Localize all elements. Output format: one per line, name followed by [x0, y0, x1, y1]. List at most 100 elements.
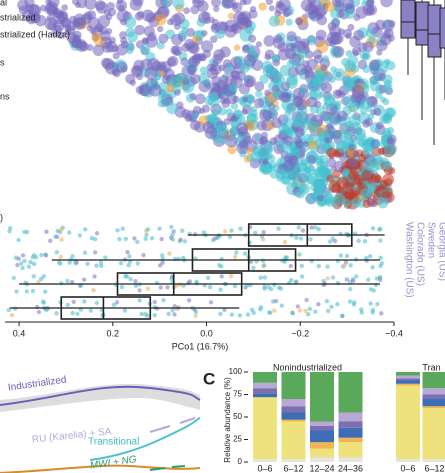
point [336, 110, 348, 122]
bar-segment [310, 372, 334, 422]
jitter-point [127, 254, 132, 259]
x-axis-label: PCo1 (16.7%) [172, 341, 229, 351]
point [181, 43, 191, 52]
bar-segment [422, 372, 445, 389]
jitter-point [242, 251, 248, 256]
jitter-point [111, 302, 117, 308]
bar-segment [338, 437, 363, 443]
jitter-point [119, 284, 125, 290]
point [323, 113, 334, 124]
jitter-point [229, 228, 234, 233]
jitter-point [298, 236, 304, 241]
panel-b: 0.4 0.2 0.0 −0.2 −0.4 PCo1 (16.7%) Washington … [5, 222, 445, 351]
jitter-point [24, 229, 30, 235]
point [361, 170, 372, 181]
point [208, 91, 219, 102]
bar-segment [253, 459, 277, 462]
jitter-point [31, 261, 37, 267]
point [314, 155, 324, 164]
point [271, 117, 282, 129]
point [86, 43, 94, 52]
group-label: Washington (US) [403, 222, 414, 298]
point [345, 49, 353, 57]
jitter-point [272, 308, 277, 313]
jitter-point [351, 302, 357, 307]
box [60, 296, 152, 320]
jitter-point [377, 277, 383, 283]
point [274, 9, 281, 17]
point [158, 33, 169, 44]
point [286, 73, 299, 86]
bar-segment [310, 430, 334, 443]
point [105, 41, 118, 53]
jitter-point [192, 232, 198, 237]
point [219, 97, 227, 104]
jitter-point [48, 238, 53, 244]
jitter-point [122, 308, 128, 313]
jitter-point [316, 263, 322, 269]
point [316, 194, 324, 202]
bar-segment [281, 406, 306, 413]
point [329, 24, 342, 38]
panel-c: Nonindustrialized Tran 0–6 6–12 12–24 24–36 0–… [223, 362, 445, 473]
jitter-point [288, 263, 293, 269]
jitter-point [135, 239, 140, 245]
point [299, 49, 309, 59]
point [268, 5, 275, 12]
x-tick-label: 0–6 [400, 463, 415, 473]
point [94, 0, 106, 11]
jitter-point [207, 285, 213, 290]
point [57, 31, 65, 40]
point [324, 96, 336, 108]
jitter-point [223, 229, 228, 234]
bar-segment [396, 380, 420, 384]
point [171, 45, 183, 56]
point [284, 92, 292, 99]
jitter-point [59, 281, 64, 286]
point [271, 53, 280, 63]
jitter-point [371, 288, 376, 293]
bar-segment [253, 372, 277, 383]
point [329, 40, 337, 48]
point [250, 105, 258, 113]
jitter-point [139, 311, 144, 317]
group-title: Tran [422, 362, 440, 372]
point [166, 57, 177, 67]
point [351, 197, 362, 208]
point [302, 141, 310, 148]
point [380, 0, 393, 8]
jitter-point [115, 228, 120, 233]
point [269, 137, 278, 146]
x-tick-label: 0.4 [13, 328, 26, 338]
jitter-point [120, 226, 125, 231]
point [225, 63, 234, 72]
point [201, 104, 210, 113]
point [320, 64, 328, 72]
jitter-point [123, 236, 129, 242]
x-tick-label: 24–36 [338, 463, 363, 473]
jitter-point [232, 254, 238, 260]
point [222, 0, 236, 9]
line-label: MWI + NG [89, 454, 137, 471]
jitter-point [133, 278, 138, 284]
jitter-point [290, 311, 295, 316]
jitter-point [34, 254, 39, 260]
jitter-point [378, 255, 383, 261]
point [328, 152, 335, 160]
point [374, 141, 381, 148]
point [242, 44, 250, 52]
group-title: Nonindustrialized [273, 362, 342, 372]
bar-segment [422, 399, 445, 407]
point [259, 162, 273, 176]
point [192, 0, 205, 8]
group-label: Sweden [425, 222, 436, 258]
point [244, 19, 253, 28]
jitter-point [157, 226, 162, 231]
jitter-point [28, 259, 33, 265]
point [234, 110, 242, 118]
jitter-point [44, 307, 49, 313]
point [290, 181, 298, 189]
point [375, 19, 386, 30]
jitter-point [91, 287, 96, 293]
jitter-point [344, 277, 349, 282]
